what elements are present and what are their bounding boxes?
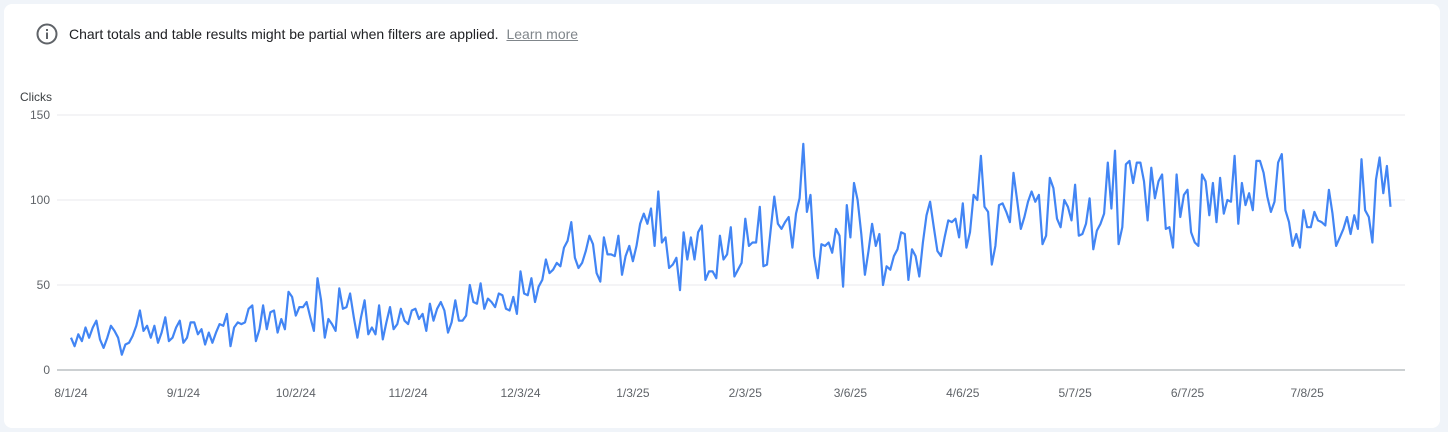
x-tick-label: 6/7/25 [1171,386,1205,400]
x-tick-label: 2/3/25 [729,386,763,400]
y-axis-label: Clicks [20,90,52,104]
x-tick-label: 1/3/25 [616,386,650,400]
partial-results-notice: Chart totals and table results might be … [35,22,578,46]
clicks-series-line [69,142,1392,356]
x-tick-label: 4/6/25 [946,386,980,400]
y-tick-label: 150 [30,108,50,122]
x-tick-label: 7/8/25 [1290,386,1324,400]
y-tick-label: 100 [30,193,50,207]
y-tick-label: 50 [37,278,51,292]
x-tick-label: 3/6/25 [834,386,868,400]
learn-more-link[interactable]: Learn more [506,26,579,42]
x-tick-label: 12/3/24 [500,386,540,400]
notice-text: Chart totals and table results might be … [69,26,499,42]
x-tick-label: 11/2/24 [389,386,428,400]
y-tick-label: 0 [43,363,50,377]
x-tick-label: 5/7/25 [1058,386,1092,400]
x-tick-label: 9/1/24 [167,386,201,400]
info-icon [36,23,58,45]
x-tick-label: 10/2/24 [276,386,316,400]
x-tick-label: 8/1/24 [54,386,88,400]
